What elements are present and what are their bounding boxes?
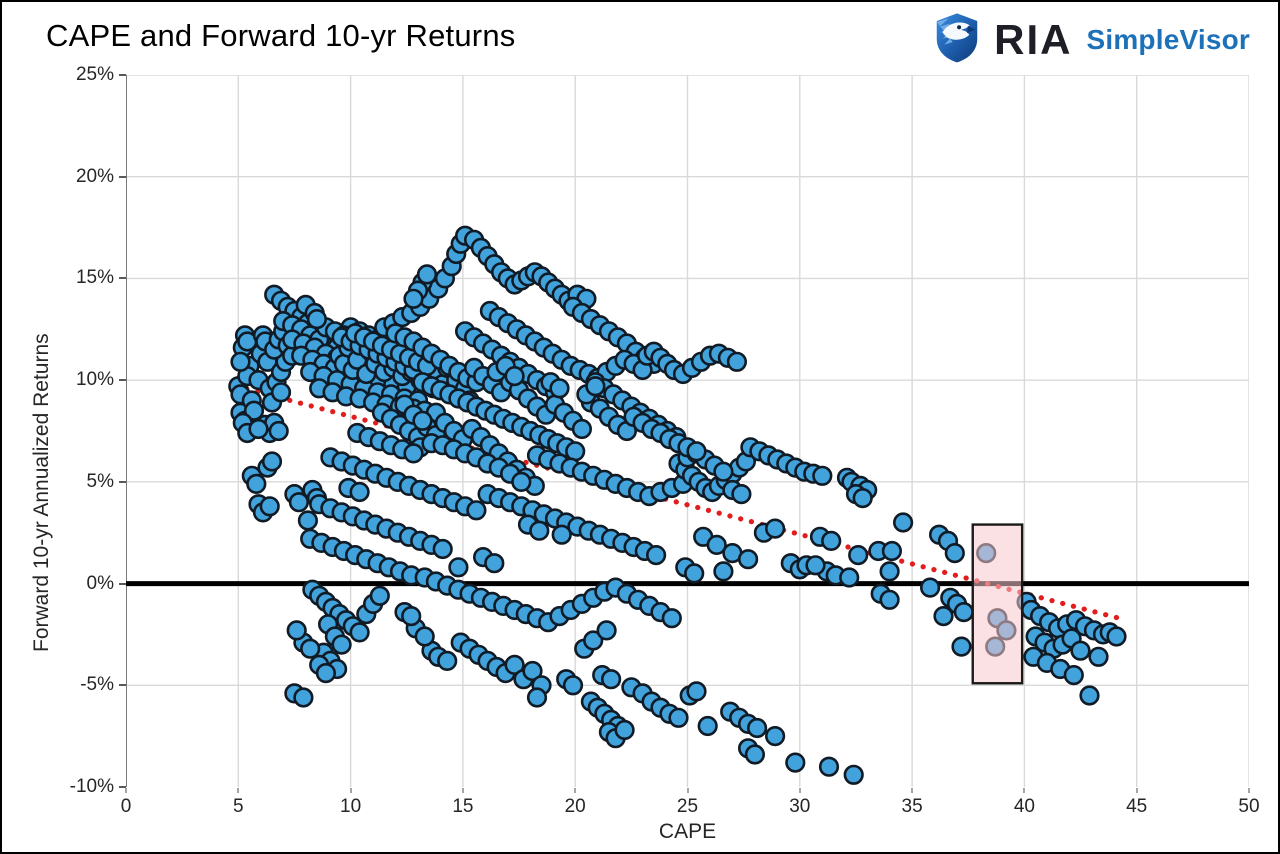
ria-logo: RIA SimpleVisor xyxy=(930,10,1250,69)
x-tick-mark xyxy=(686,788,689,793)
scatter-points xyxy=(228,225,1127,785)
y-tick-mark xyxy=(119,582,126,585)
x-tick-mark xyxy=(574,788,577,793)
x-tick-mark xyxy=(349,788,352,793)
x-tick-label: 15 xyxy=(452,796,474,817)
y-tick-mark xyxy=(119,277,126,280)
y-tick-label: 5% xyxy=(86,470,114,492)
highlight-box xyxy=(971,523,1024,685)
x-tick-label: 25 xyxy=(676,796,699,817)
page-title: CAPE and Forward 10-yr Returns xyxy=(46,18,516,53)
y-tick-label: 25% xyxy=(75,64,114,85)
x-tick-label: 35 xyxy=(901,796,923,817)
brand-ria-text: RIA xyxy=(994,15,1073,63)
x-tick-mark xyxy=(237,788,240,793)
y-tick-label: 10% xyxy=(75,369,114,391)
x-tick-label: 10 xyxy=(340,796,362,817)
y-tick-label: 0% xyxy=(86,572,114,594)
x-tick-mark xyxy=(125,788,127,793)
ria-eagle-icon xyxy=(930,10,984,69)
x-tick-label: 5 xyxy=(233,796,244,817)
x-tick-mark xyxy=(1135,788,1138,793)
y-tick-mark xyxy=(119,74,126,76)
trend-line xyxy=(233,383,1122,621)
x-tick-label: 50 xyxy=(1238,796,1260,817)
y-tick-label: 15% xyxy=(75,267,114,289)
x-axis-title: CAPE xyxy=(658,820,717,843)
x-tick-label: 20 xyxy=(564,796,586,817)
y-tick-mark xyxy=(119,786,126,788)
y-tick-label: -10% xyxy=(69,776,114,797)
y-tick-mark xyxy=(119,684,126,687)
x-tick-mark xyxy=(461,788,464,793)
x-tick-label: 45 xyxy=(1126,796,1148,817)
y-tick-mark xyxy=(119,379,126,382)
brand-simplevisor-text: SimpleVisor xyxy=(1086,23,1250,55)
y-tick-mark xyxy=(119,480,126,483)
x-tick-mark xyxy=(911,788,914,793)
x-tick-mark xyxy=(798,788,801,793)
y-tick-label: -5% xyxy=(80,674,114,696)
x-tick-label: 0 xyxy=(120,796,132,817)
plot-area xyxy=(126,75,1249,787)
x-tick-label: 40 xyxy=(1013,796,1035,817)
x-tick-label: 30 xyxy=(789,796,811,817)
y-tick-label: 20% xyxy=(75,165,114,187)
y-tick-mark xyxy=(119,175,126,178)
scatter-plot xyxy=(126,75,1249,787)
x-tick-mark xyxy=(1023,788,1026,793)
x-tick-mark xyxy=(1248,788,1250,793)
